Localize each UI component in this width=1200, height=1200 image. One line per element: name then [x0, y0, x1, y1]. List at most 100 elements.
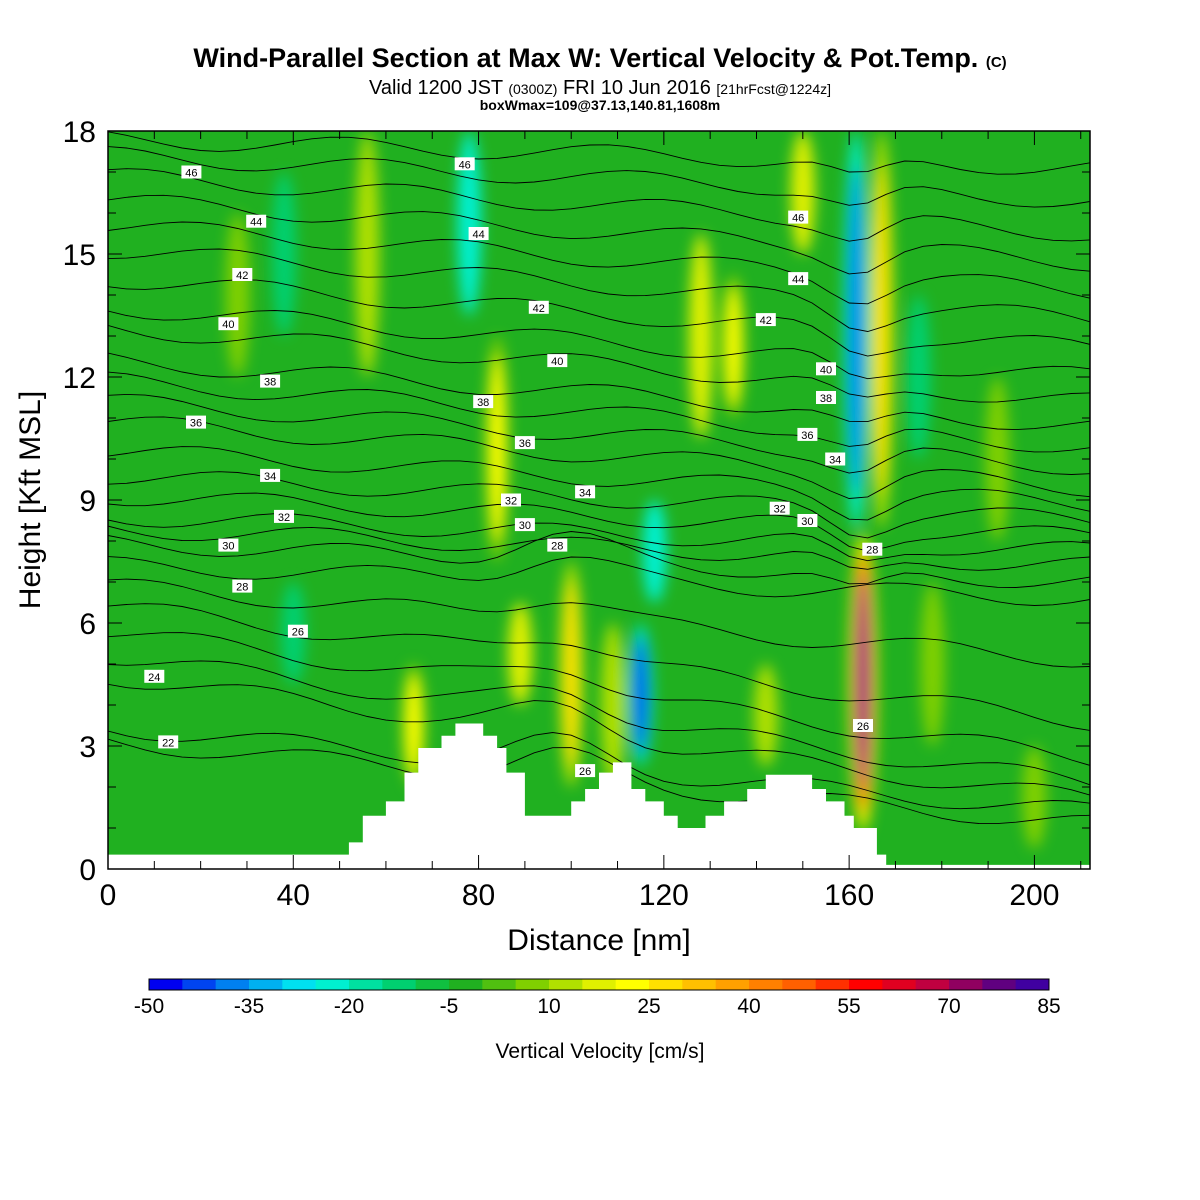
contour-label-text: 34 — [579, 487, 591, 499]
colorbar-tick-label: 25 — [637, 995, 660, 1018]
velocity-cell — [600, 623, 625, 787]
contour-label-text: 30 — [222, 541, 234, 553]
contour-label-box — [186, 415, 206, 429]
theta-contour-line — [108, 279, 1090, 357]
contour-label: 42 — [755, 313, 776, 327]
contour-label-box — [181, 165, 202, 179]
colorbar-segment — [382, 979, 417, 990]
contour-label: 40 — [547, 354, 568, 368]
contour-label: 40 — [218, 317, 239, 331]
chart-title: Wind-Parallel Section at Max W: Vertical… — [193, 43, 1007, 73]
x-tick-label: 200 — [1009, 879, 1059, 912]
contour-label-text: 40 — [820, 364, 832, 376]
contour-label: 26 — [575, 764, 596, 778]
contour-label-text: 28 — [866, 545, 878, 557]
contour-label-box — [501, 493, 521, 507]
contour-label: 42 — [232, 268, 253, 282]
contour-label: 44 — [246, 214, 267, 229]
contour-label: 30 — [514, 518, 535, 532]
colorbar-tick-label: -20 — [334, 995, 364, 1018]
velocity-cell — [355, 131, 380, 377]
contour-label: 30 — [218, 538, 239, 553]
contour-label-text: 24 — [148, 672, 160, 684]
theta-contour-line — [108, 310, 1090, 380]
contour-label-box — [547, 354, 568, 368]
colorbar-segment — [149, 979, 183, 990]
contour-label-text: 30 — [801, 516, 813, 528]
colorbar-segment — [615, 979, 650, 990]
velocity-cell — [489, 355, 505, 542]
contour-label-text: 42 — [236, 270, 248, 282]
contour-label-text: 26 — [292, 627, 304, 639]
contour-label-box — [287, 624, 308, 638]
colorbar-segment — [749, 979, 783, 990]
contour-label-box — [816, 391, 836, 404]
chart-title-block: Wind-Parallel Section at Max W: Vertical… — [100, 42, 1100, 112]
contour-label-box — [853, 719, 873, 732]
contour-label-text: 44 — [472, 229, 484, 241]
contour-label-box — [797, 427, 818, 441]
contour-label: 30 — [797, 514, 818, 528]
contour-labels: 4644424038363432302826242246444240383632… — [144, 157, 883, 778]
theta-contour-line — [108, 738, 1090, 825]
contour-label: 44 — [788, 272, 809, 286]
contour-label: 34 — [260, 468, 281, 483]
x-tick-label: 0 — [100, 879, 117, 912]
theta-contour-line — [108, 683, 1090, 796]
velocity-cell — [790, 131, 815, 254]
velocity-cell — [272, 172, 296, 336]
contour-label-box — [816, 362, 836, 376]
potential-temperature-contours — [108, 131, 1090, 825]
chart-box-info: boxWmax=109@37.13,140.81,1608m — [479, 97, 721, 113]
colorbar-segment — [815, 979, 850, 990]
contour-label-text: 44 — [792, 274, 804, 286]
contour-label-text: 46 — [185, 168, 197, 180]
contour-label: 24 — [144, 669, 165, 684]
colorbar-segment — [682, 979, 717, 990]
theta-contour-line — [108, 371, 1090, 453]
colorbar-segment — [315, 979, 350, 990]
contour-label-text: 40 — [551, 356, 563, 368]
x-tick-label: 40 — [277, 879, 310, 912]
theta-contour-line — [108, 393, 1090, 475]
velocity-cell — [563, 581, 579, 768]
contour-label: 36 — [797, 427, 818, 442]
contour-label-box — [797, 514, 818, 527]
contour-label-box — [514, 436, 535, 450]
theta-contour-line — [108, 416, 1090, 499]
contour-label-box — [528, 300, 549, 314]
x-tick-label: 80 — [462, 879, 495, 912]
velocity-cell — [635, 641, 647, 749]
contour-label-text: 26 — [857, 721, 869, 733]
theta-contour-line — [108, 168, 1090, 242]
plot-area: 4644424038363432302826242246444240383632… — [63, 116, 1091, 912]
chart-subtitle: Valid 1200 JST (0300Z) FRI 10 Jun 2016 [… — [369, 77, 831, 99]
theta-contour-line — [108, 352, 1090, 431]
contour-label-box — [260, 468, 281, 482]
contour-label-text: 30 — [519, 520, 531, 532]
theta-contour-line — [108, 146, 1090, 208]
contour-label-box — [547, 538, 568, 552]
theta-contour-line — [108, 556, 1090, 606]
theta-contour-line — [108, 730, 1090, 810]
contour-label-box — [218, 538, 239, 552]
velocity-cell — [725, 287, 741, 406]
colorbar-segment — [649, 979, 683, 990]
theta-contour-line — [108, 531, 1090, 588]
contour-label-box — [232, 579, 253, 593]
theta-contour-line — [108, 603, 1090, 731]
contour-label-box — [232, 268, 253, 281]
colorbar-segment — [915, 979, 950, 990]
contour-label-box — [454, 157, 475, 171]
x-axis: 0 40 80 120 160 200 — [100, 131, 1082, 912]
colorbar-segment — [515, 979, 550, 990]
contour-label-box — [246, 214, 267, 228]
colorbar-segment — [215, 979, 250, 990]
contour-label: 26 — [287, 624, 308, 639]
contour-label-text: 28 — [236, 582, 248, 594]
contour-label: 38 — [816, 391, 836, 405]
colorbar-tick-label: 70 — [937, 995, 960, 1018]
theta-contour-line — [108, 221, 1090, 305]
x-tick-label: 160 — [824, 879, 874, 912]
contour-label: 28 — [547, 538, 568, 553]
